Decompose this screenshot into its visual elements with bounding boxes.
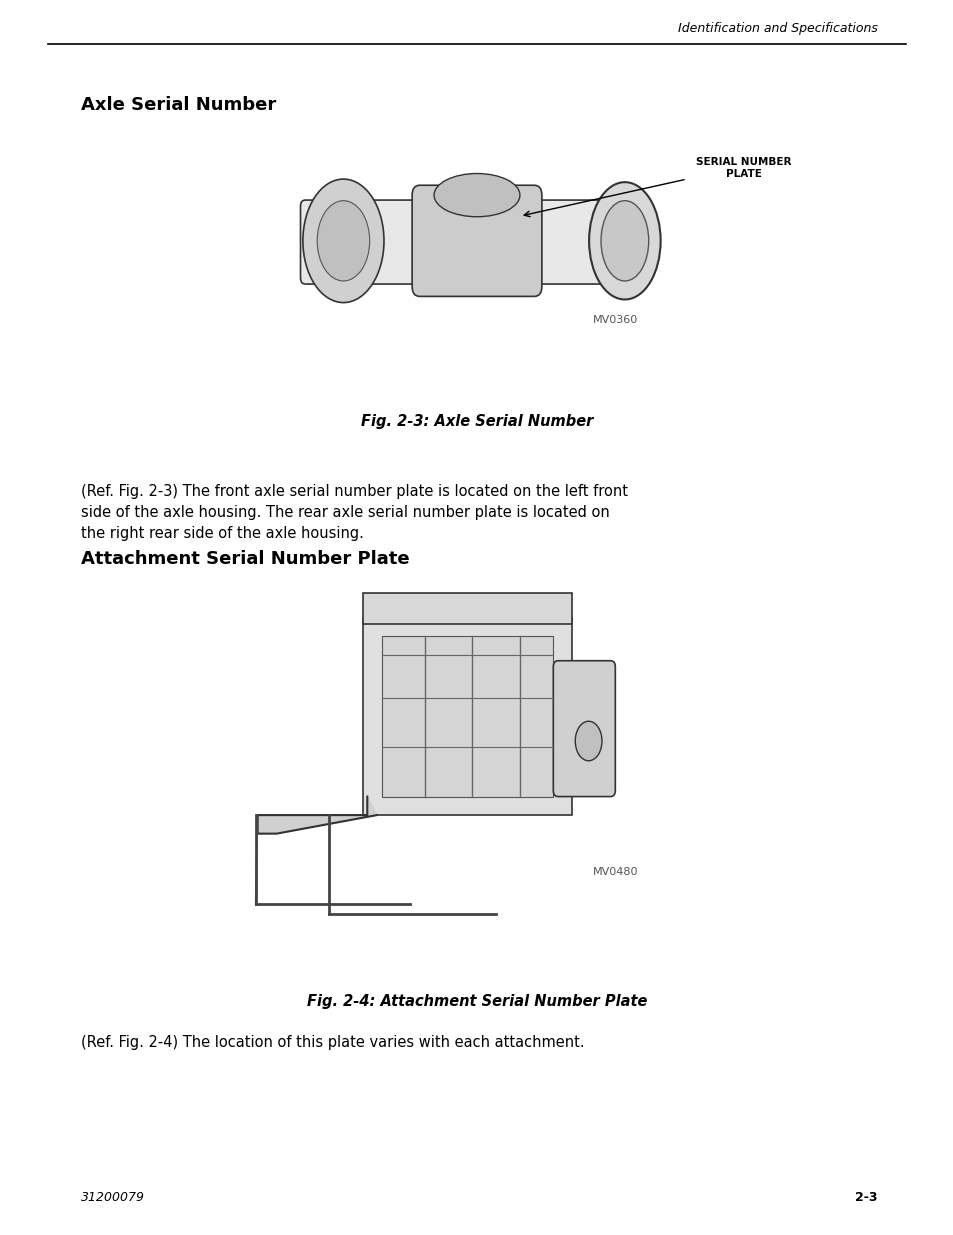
Text: 31200079: 31200079 — [81, 1191, 145, 1204]
Text: (Ref. Fig. 2-4) The location of this plate varies with each attachment.: (Ref. Fig. 2-4) The location of this pla… — [81, 1035, 584, 1050]
Ellipse shape — [302, 179, 383, 303]
Text: MV0480: MV0480 — [592, 867, 638, 877]
FancyBboxPatch shape — [362, 593, 572, 624]
Text: MV0360: MV0360 — [592, 315, 638, 325]
FancyBboxPatch shape — [553, 661, 615, 797]
FancyBboxPatch shape — [362, 618, 572, 815]
FancyBboxPatch shape — [300, 200, 643, 284]
Text: 2-3: 2-3 — [854, 1191, 877, 1204]
Ellipse shape — [575, 721, 601, 761]
FancyBboxPatch shape — [381, 636, 553, 797]
Text: Identification and Specifications: Identification and Specifications — [677, 21, 877, 35]
Ellipse shape — [600, 201, 648, 282]
Text: Fig. 2-4: Attachment Serial Number Plate: Fig. 2-4: Attachment Serial Number Plate — [307, 994, 646, 1009]
Text: SERIAL NUMBER
PLATE: SERIAL NUMBER PLATE — [696, 158, 791, 179]
Ellipse shape — [589, 182, 659, 300]
Ellipse shape — [434, 174, 519, 217]
Text: Fig. 2-3: Axle Serial Number: Fig. 2-3: Axle Serial Number — [360, 414, 593, 429]
Text: Attachment Serial Number Plate: Attachment Serial Number Plate — [81, 550, 409, 568]
Ellipse shape — [316, 201, 369, 282]
FancyBboxPatch shape — [412, 185, 541, 296]
Text: Axle Serial Number: Axle Serial Number — [81, 95, 276, 114]
Polygon shape — [257, 797, 376, 834]
Text: (Ref. Fig. 2-3) The front axle serial number plate is located on the left front
: (Ref. Fig. 2-3) The front axle serial nu… — [81, 484, 627, 541]
